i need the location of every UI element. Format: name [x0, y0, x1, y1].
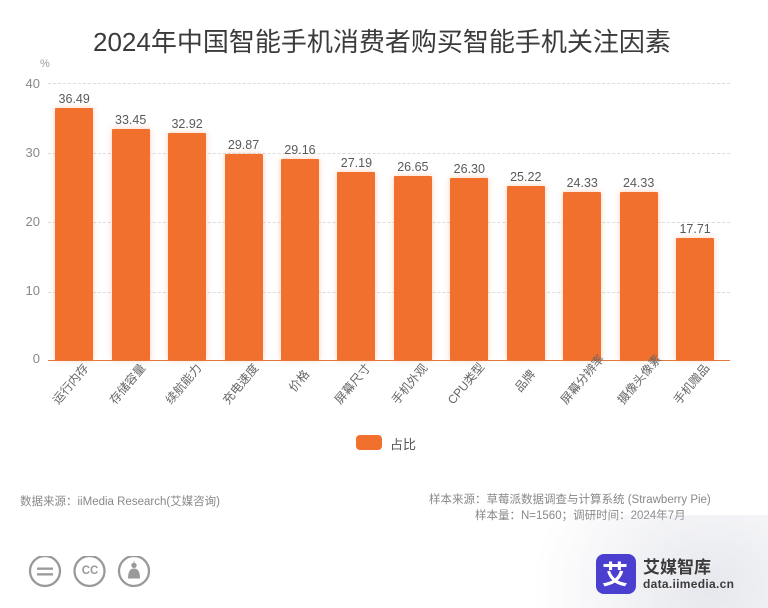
svg-text:艾: 艾	[602, 555, 628, 592]
